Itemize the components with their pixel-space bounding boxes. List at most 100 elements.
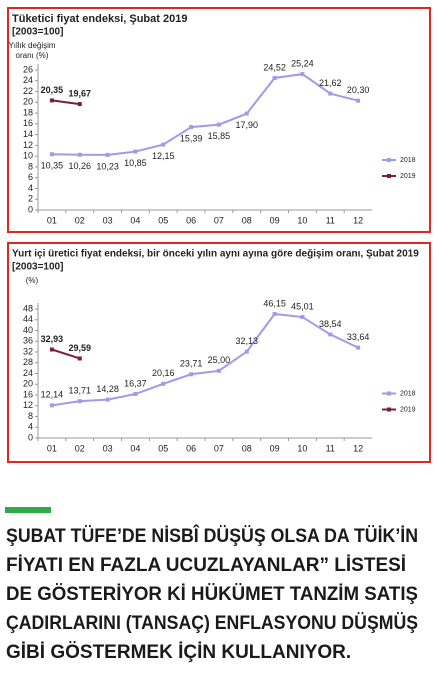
chart-title: Yurt içi üretici fiyat endeksi, bir önce…: [12, 249, 419, 260]
data-point: [77, 102, 82, 107]
y-tick-label: 24: [23, 368, 33, 378]
data-point: [272, 75, 277, 80]
caption-line: ÇADIRLARINI (TANSAÇ) ENFLASYONU DÜŞMÜŞ: [6, 613, 418, 634]
series-line: [51, 348, 81, 360]
x-tick-label: 12: [353, 215, 363, 225]
data-label: 20,16: [152, 368, 175, 378]
data-point: [49, 152, 54, 157]
y-tick-label: 48: [23, 303, 33, 313]
data-label: 20,30: [347, 85, 370, 95]
data-point: [133, 392, 138, 397]
caption-line: GİBİ GÖSTERMEK İÇİN KULLANIYOR.: [6, 642, 351, 663]
data-label: 46,15: [263, 298, 286, 308]
data-label: 12,14: [41, 390, 64, 400]
x-tick-label: 09: [270, 443, 280, 453]
accent-bar: [5, 507, 51, 513]
data-label: 16,37: [124, 378, 147, 388]
legend-label: 2018: [400, 390, 416, 397]
data-label: 38,54: [319, 319, 342, 329]
y-tick-label: 0: [28, 432, 33, 442]
data-label: 32,13: [235, 336, 258, 346]
y-tick-label: 44: [23, 314, 33, 324]
x-tick-label: 03: [103, 443, 113, 453]
data-point: [105, 152, 110, 157]
data-point: [49, 347, 54, 352]
data-label: 23,71: [180, 359, 203, 369]
y-axis-label: Yıllık değişim: [8, 41, 55, 50]
x-tick-label: 06: [186, 215, 196, 225]
data-label: 20,35: [41, 85, 64, 95]
data-point: [49, 403, 54, 408]
data-label: 12,15: [152, 151, 175, 161]
legend-marker: [387, 391, 391, 396]
legend-label: 2018: [400, 157, 416, 164]
legend-label: 2019: [400, 173, 416, 180]
y-tick-label: 14: [23, 129, 33, 139]
series-line: [51, 99, 80, 106]
x-tick-label: 01: [47, 443, 57, 453]
series-line: [51, 312, 359, 407]
x-tick-label: 04: [130, 215, 140, 225]
chart-title: Tüketici fiyat endeksi, Şubat 2019: [12, 13, 187, 25]
data-label: 15,85: [208, 131, 231, 141]
data-label: 13,71: [68, 386, 91, 396]
data-label: 10,26: [68, 161, 91, 171]
data-point: [244, 111, 249, 116]
y-tick-label: 2: [28, 194, 33, 204]
y-tick-label: 22: [23, 86, 33, 96]
y-tick-label: 12: [23, 400, 33, 410]
data-label: 14,28: [96, 384, 119, 394]
data-point: [161, 381, 166, 386]
data-point: [105, 397, 110, 402]
y-tick-label: 8: [28, 161, 33, 171]
x-tick-label: 01: [47, 215, 57, 225]
data-label: 32,93: [41, 334, 64, 344]
x-tick-label: 08: [242, 443, 252, 453]
data-point: [300, 315, 305, 320]
data-point: [133, 149, 138, 154]
data-point: [77, 152, 82, 157]
data-point: [189, 125, 194, 130]
data-point: [272, 311, 277, 316]
data-label: 17,90: [235, 120, 258, 130]
x-tick-label: 05: [158, 443, 168, 453]
data-label: 19,67: [68, 88, 91, 98]
caption-line: FİYATI EN FAZLA UCUZLAYANLAR” LİSTESİ: [6, 555, 406, 576]
legend-marker: [387, 407, 391, 412]
x-tick-label: 10: [297, 215, 307, 225]
x-tick-label: 02: [75, 215, 85, 225]
chart-subtitle: [2003=100]: [12, 262, 63, 273]
data-label: 29,59: [68, 343, 91, 353]
data-label: 33,64: [347, 332, 370, 342]
y-tick-label: 36: [23, 336, 33, 346]
x-tick-label: 07: [214, 215, 224, 225]
data-point: [49, 98, 54, 103]
y-axis-label: (%): [26, 276, 39, 285]
y-tick-label: 40: [23, 325, 33, 335]
y-axis-label: oranı (%): [16, 51, 49, 60]
caption-line: ŞUBAT TÜFE’DE NİSBÎ DÜŞÜŞ OLSA DA TÜİK’İ…: [6, 525, 418, 547]
x-tick-label: 02: [75, 443, 85, 453]
x-tick-label: 11: [326, 215, 335, 225]
x-tick-label: 11: [326, 443, 335, 453]
data-label: 10,35: [41, 161, 64, 171]
y-tick-label: 10: [23, 151, 33, 161]
data-point: [356, 98, 361, 103]
data-label: 45,01: [291, 301, 314, 311]
chart-subtitle: [2003=100]: [12, 27, 63, 38]
y-tick-label: 20: [23, 97, 33, 107]
data-point: [189, 372, 194, 377]
data-label: 21,62: [319, 78, 342, 88]
y-tick-label: 24: [23, 75, 33, 85]
data-label: 24,52: [263, 62, 286, 72]
data-point: [77, 399, 82, 404]
y-tick-label: 4: [28, 422, 33, 432]
chart-frame: [7, 7, 431, 233]
legend-marker: [387, 158, 391, 162]
data-point: [216, 122, 221, 127]
y-tick-label: 4: [28, 183, 33, 193]
data-point: [77, 356, 82, 361]
y-tick-label: 32: [23, 346, 33, 356]
data-point: [356, 345, 361, 350]
